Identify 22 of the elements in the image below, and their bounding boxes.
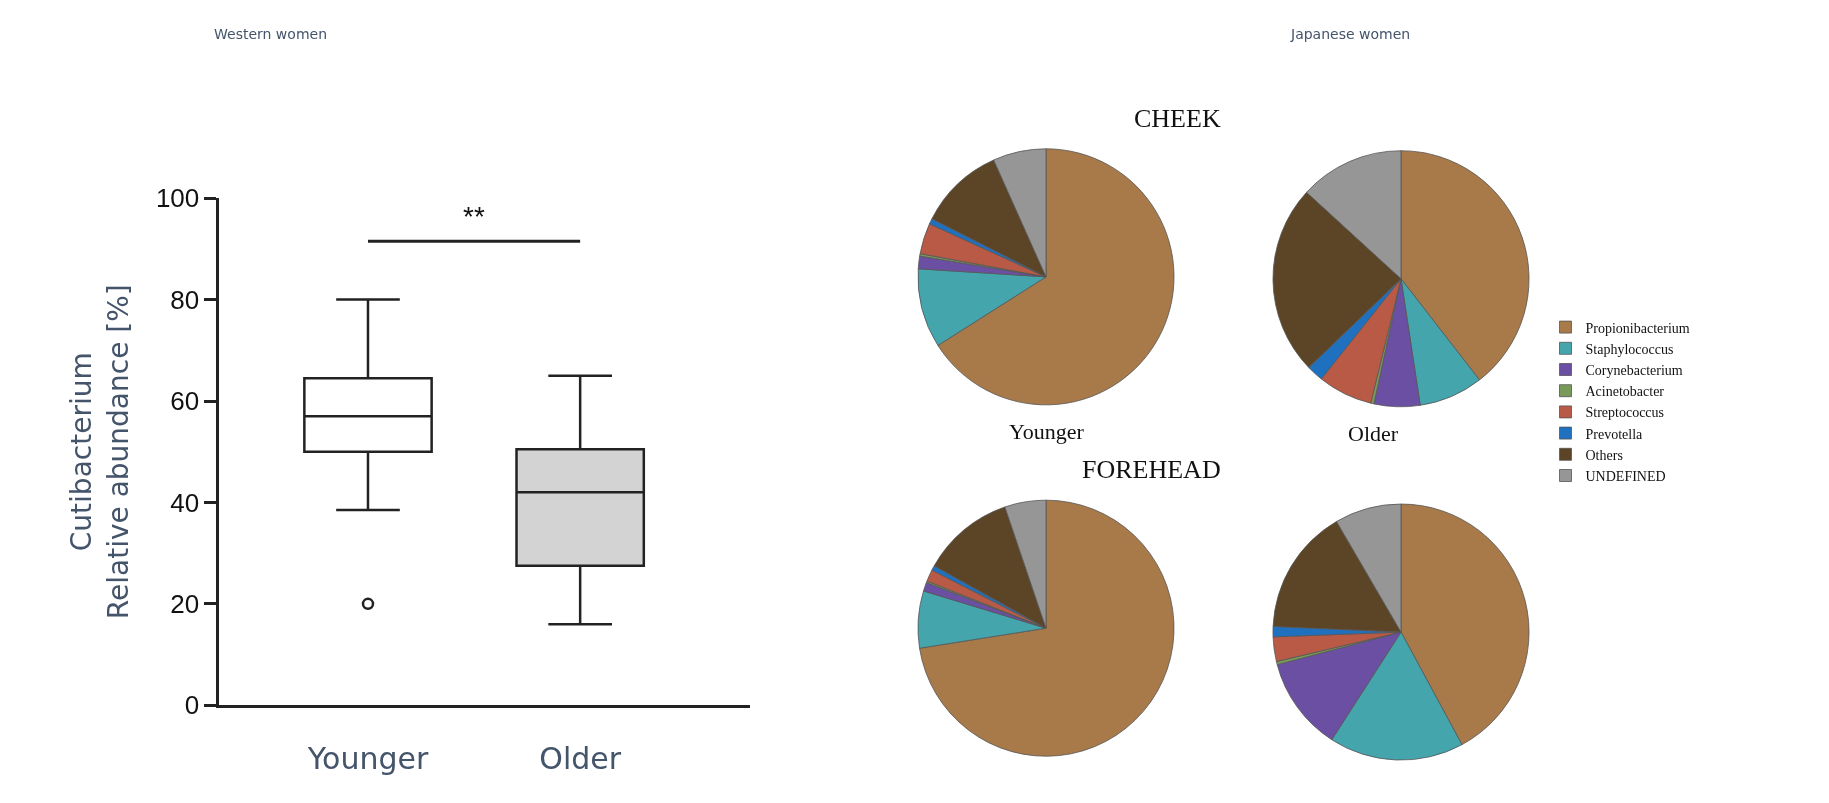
legend-label: Prevotella <box>1585 426 1644 442</box>
y-tick-label: 40 <box>170 487 200 518</box>
y-tick-label: 60 <box>170 386 200 417</box>
y-tick-label: 20 <box>170 588 200 619</box>
legend-label: Acinetobacter <box>1585 384 1665 400</box>
chart-title: FOREHEAD <box>1082 455 1221 484</box>
text: Japanese women <box>1290 26 1411 42</box>
legend-label: Others <box>1585 447 1623 463</box>
legend-label: UNDEFINED <box>1585 468 1666 484</box>
y-tick-label: 80 <box>170 284 200 315</box>
chart-title: CHEEK <box>1134 104 1221 133</box>
legend-label: Propionibacterium <box>1585 320 1690 336</box>
chart-title: Western women <box>214 26 328 42</box>
legend-label: Corynebacterium <box>1585 362 1683 378</box>
legend-label: Streptococcus <box>1585 405 1665 421</box>
y-tick-label: 0 <box>184 690 200 721</box>
y-axis-title: Cutibacterium Relative abundance [%] <box>65 284 135 620</box>
annotation: ** <box>463 201 485 232</box>
legend-label: Staphylococcus <box>1585 341 1674 357</box>
text: Older <box>1348 421 1399 446</box>
y-tick-label: 100 <box>155 183 200 214</box>
text: Younger <box>1009 419 1085 444</box>
